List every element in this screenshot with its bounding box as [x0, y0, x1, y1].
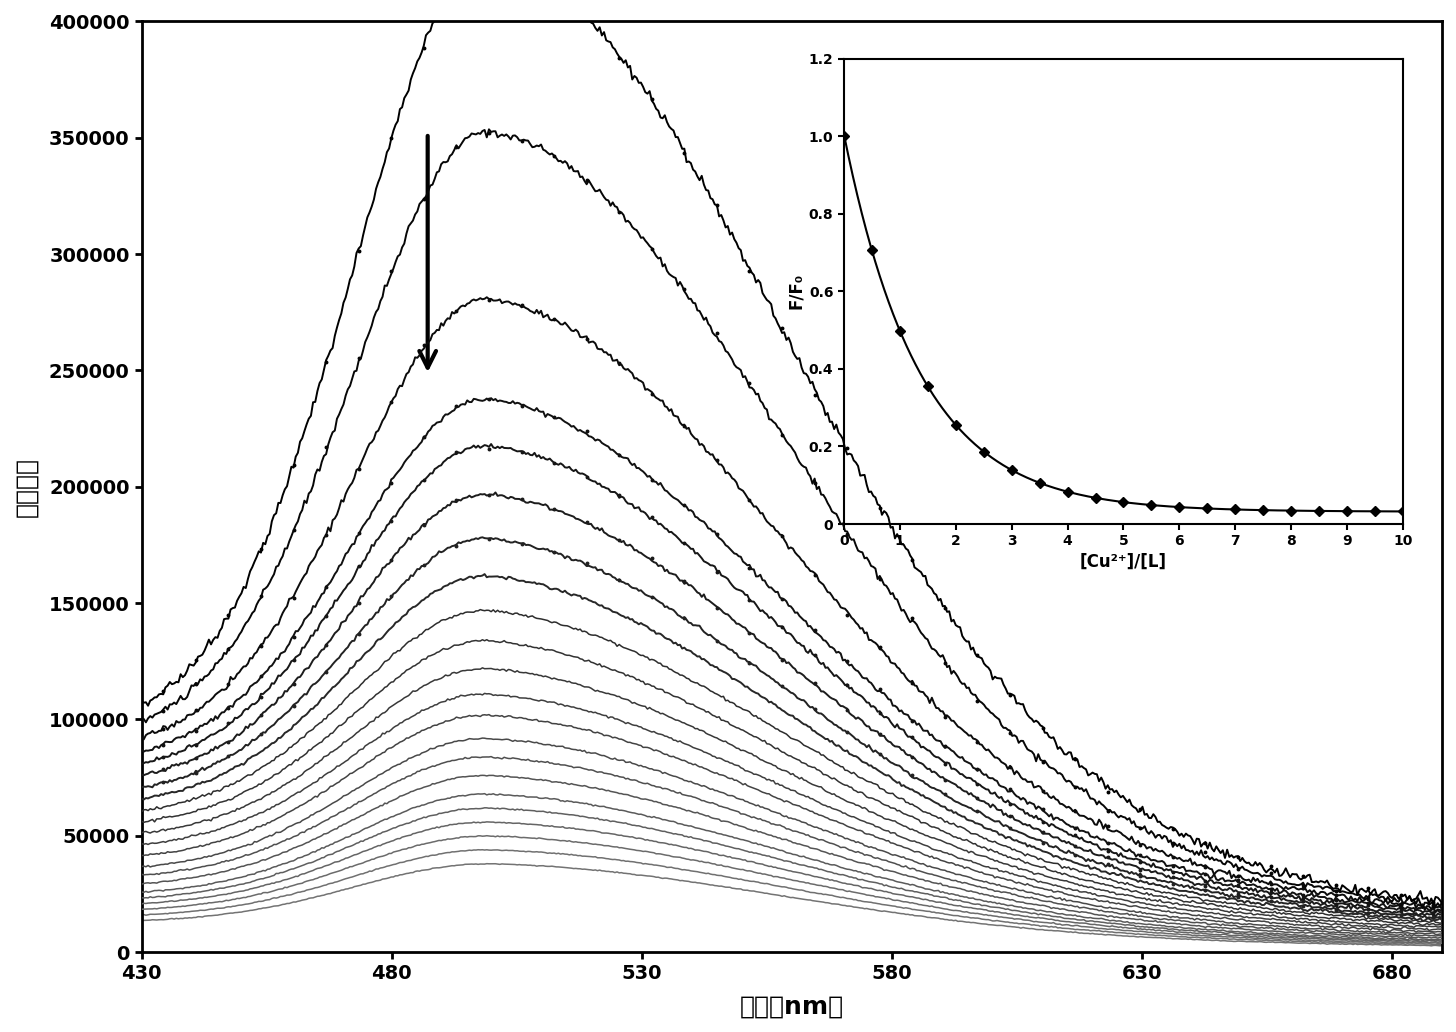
Y-axis label: 荧光强度: 荧光强度	[15, 457, 38, 517]
X-axis label: 波长（nm）: 波长（nm）	[740, 994, 844, 1019]
